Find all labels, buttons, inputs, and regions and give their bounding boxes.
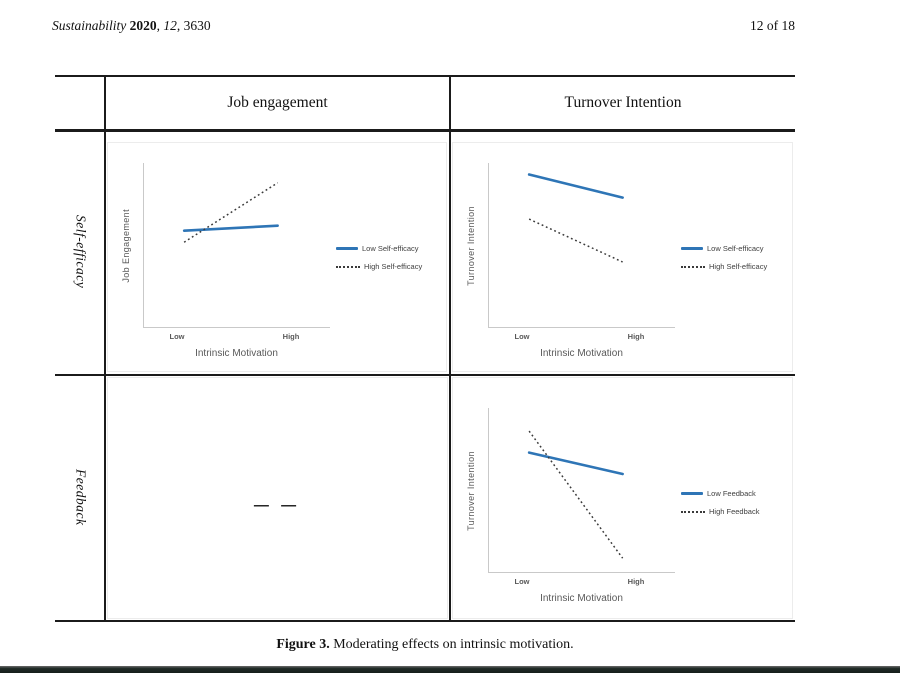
- row-header-label: Feedback: [73, 469, 89, 526]
- x-tick-high: High: [627, 577, 645, 586]
- column-header-job-engagement: Job engagement: [227, 94, 328, 111]
- empty-cell-feedback-job-engagement: — —: [107, 377, 447, 617]
- legend-entry: Low Self-efficacy: [681, 244, 767, 253]
- chart-feedback-turnover-intention: Turnover Intention Low High Intrinsic Mo…: [455, 386, 791, 618]
- row-header-feedback: Feedback: [57, 376, 104, 619]
- figure-caption: Figure 3. Moderating effects on intrinsi…: [55, 637, 795, 653]
- plot-area: [488, 408, 675, 573]
- table-top-rule: [55, 75, 795, 77]
- legend-entry: High Self-efficacy: [336, 262, 422, 271]
- plot-area: [143, 163, 330, 328]
- y-axis-label-text: Job Engagement: [121, 208, 131, 283]
- legend-swatch-solid-line: [681, 247, 703, 250]
- x-tick-low: Low: [514, 577, 530, 586]
- row-header-self-efficacy: Self-efficacy: [57, 131, 104, 373]
- x-axis-label: Intrinsic Motivation: [540, 348, 623, 359]
- table-middle-rule: [55, 374, 795, 376]
- y-axis-label: Turnover Intention: [463, 163, 479, 328]
- legend-swatch-dotted-line: [681, 510, 705, 513]
- row-header-label: Self-efficacy: [73, 215, 89, 289]
- x-axis-label: Intrinsic Motivation: [195, 348, 278, 359]
- figure-caption-text: Moderating effects on intrinsic motivati…: [329, 637, 574, 652]
- legend-swatch-dotted-line: [681, 265, 705, 268]
- journal-year: 2020: [129, 18, 157, 33]
- chart-frame: [452, 142, 793, 372]
- chart-frame: [107, 142, 447, 372]
- x-tick-low: Low: [169, 332, 185, 341]
- x-tick-low: Low: [514, 332, 530, 341]
- figure-caption-label: Figure 3.: [276, 637, 330, 652]
- x-axis-label: Intrinsic Motivation: [540, 593, 623, 604]
- legend-label: High Self-efficacy: [709, 262, 768, 271]
- legend-swatch-solid-line: [681, 492, 703, 495]
- y-axis-label: Job Engagement: [118, 163, 134, 328]
- legend-entry: Low Self-efficacy: [336, 244, 422, 253]
- legend-label: Low Feedback: [707, 489, 756, 498]
- legend-label: High Feedback: [709, 507, 760, 516]
- chart-legend: Low Feedback High Feedback: [681, 489, 759, 516]
- legend-swatch-dotted-line: [336, 265, 360, 268]
- column-header-turnover-intention: Turnover Intention: [564, 94, 682, 111]
- table-vertical-rule-left: [104, 75, 106, 622]
- page-bottom-bar: [0, 666, 900, 673]
- chart-self-efficacy-turnover-intention: Turnover Intention Low High Intrinsic Mo…: [455, 141, 791, 373]
- x-tick-high: High: [627, 332, 645, 341]
- legend-swatch-solid-line: [336, 247, 358, 250]
- journal-citation: Sustainability 2020, 12, 3630: [52, 18, 211, 34]
- chart-legend: Low Self-efficacy High Self-efficacy: [336, 244, 422, 271]
- legend-label: Low Self-efficacy: [362, 244, 419, 253]
- table-vertical-rule-middle: [449, 75, 451, 622]
- chart-frame: [107, 377, 448, 619]
- journal-article-number: , 3630: [176, 18, 211, 33]
- chart-self-efficacy-job-engagement: Job Engagement Low High Intrinsic Motiva…: [110, 141, 446, 373]
- chart-frame: [452, 377, 793, 619]
- page-number: 12 of 18: [750, 18, 795, 33]
- journal-volume: 12: [163, 18, 177, 33]
- journal-title: Sustainability: [52, 18, 130, 33]
- empty-cell-placeholder: — —: [253, 496, 301, 514]
- legend-label: High Self-efficacy: [364, 262, 423, 271]
- chart-legend: Low Self-efficacy High Self-efficacy: [681, 244, 767, 271]
- legend-entry: High Feedback: [681, 507, 759, 516]
- legend-entry: High Self-efficacy: [681, 262, 767, 271]
- y-axis-label: Turnover Intention: [463, 408, 479, 573]
- citation-separator: ,: [156, 18, 164, 33]
- legend-label: Low Self-efficacy: [707, 244, 764, 253]
- table-header-rule: [55, 129, 795, 132]
- y-axis-label-text: Turnover Intention: [466, 450, 476, 531]
- plot-area: [488, 163, 675, 328]
- x-tick-high: High: [282, 332, 300, 341]
- legend-entry: Low Feedback: [681, 489, 759, 498]
- table-bottom-rule: [55, 620, 795, 622]
- y-axis-label-text: Turnover Intention: [466, 205, 476, 286]
